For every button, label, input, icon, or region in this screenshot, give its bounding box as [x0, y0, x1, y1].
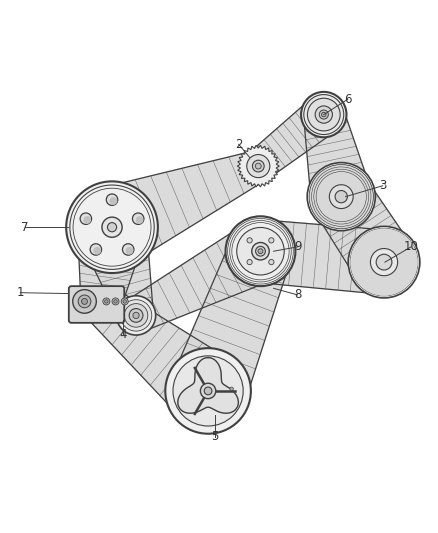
Circle shape	[247, 155, 270, 177]
Circle shape	[117, 296, 155, 335]
Circle shape	[204, 387, 212, 395]
Text: 2: 2	[235, 138, 242, 151]
Text: 4: 4	[119, 328, 127, 341]
Circle shape	[129, 309, 143, 322]
Circle shape	[73, 289, 96, 313]
Text: 3: 3	[379, 179, 386, 192]
Polygon shape	[96, 151, 265, 265]
Circle shape	[90, 244, 102, 255]
Circle shape	[226, 216, 295, 286]
Circle shape	[247, 260, 252, 265]
Text: 5: 5	[211, 430, 218, 443]
Circle shape	[124, 304, 148, 327]
Circle shape	[133, 312, 139, 319]
Polygon shape	[78, 222, 147, 306]
Circle shape	[269, 260, 274, 265]
FancyBboxPatch shape	[69, 286, 124, 323]
Circle shape	[348, 227, 420, 298]
Circle shape	[316, 172, 366, 222]
Circle shape	[66, 181, 158, 273]
Text: 10: 10	[404, 240, 419, 253]
Circle shape	[103, 298, 110, 305]
Circle shape	[123, 244, 134, 255]
Circle shape	[112, 298, 119, 305]
Circle shape	[255, 163, 261, 169]
Circle shape	[321, 112, 326, 117]
Polygon shape	[128, 223, 275, 331]
Circle shape	[256, 246, 265, 256]
Circle shape	[311, 167, 371, 227]
Polygon shape	[78, 218, 153, 320]
Circle shape	[309, 165, 373, 229]
Circle shape	[237, 228, 284, 275]
Circle shape	[126, 247, 134, 255]
Circle shape	[258, 249, 263, 254]
Circle shape	[173, 356, 243, 426]
Circle shape	[106, 194, 118, 205]
Circle shape	[80, 213, 92, 224]
Circle shape	[247, 238, 252, 243]
Text: 1: 1	[17, 286, 24, 299]
Circle shape	[360, 238, 409, 287]
Circle shape	[114, 300, 117, 303]
Circle shape	[252, 160, 264, 172]
Circle shape	[335, 190, 347, 203]
Circle shape	[78, 295, 91, 308]
Polygon shape	[88, 288, 233, 421]
Circle shape	[165, 348, 251, 434]
Circle shape	[93, 247, 101, 255]
Circle shape	[81, 298, 88, 304]
Circle shape	[350, 229, 418, 296]
Circle shape	[123, 300, 127, 303]
Circle shape	[110, 197, 117, 205]
Circle shape	[269, 238, 274, 243]
Circle shape	[307, 98, 340, 131]
Circle shape	[376, 254, 392, 270]
Circle shape	[315, 106, 332, 123]
Polygon shape	[304, 110, 371, 203]
Circle shape	[120, 300, 152, 331]
Text: 7: 7	[21, 221, 28, 233]
Polygon shape	[172, 240, 290, 405]
Circle shape	[353, 231, 416, 294]
Circle shape	[329, 185, 353, 208]
Polygon shape	[178, 358, 238, 413]
Text: 6: 6	[344, 93, 352, 106]
Circle shape	[319, 110, 328, 119]
Circle shape	[200, 383, 216, 399]
Polygon shape	[316, 180, 411, 280]
Circle shape	[304, 94, 344, 134]
Circle shape	[307, 163, 375, 231]
Circle shape	[107, 223, 117, 232]
Circle shape	[355, 233, 413, 292]
Circle shape	[301, 92, 346, 138]
Circle shape	[136, 216, 143, 224]
Circle shape	[252, 243, 269, 260]
Circle shape	[357, 235, 411, 289]
Circle shape	[102, 217, 122, 237]
Polygon shape	[258, 220, 387, 294]
Circle shape	[371, 248, 398, 276]
Circle shape	[132, 213, 144, 224]
Text: 9: 9	[294, 240, 301, 253]
Circle shape	[83, 216, 91, 224]
Polygon shape	[237, 145, 279, 187]
Polygon shape	[248, 99, 336, 179]
Circle shape	[230, 387, 233, 391]
Text: 8: 8	[294, 288, 301, 301]
Circle shape	[105, 300, 108, 303]
Circle shape	[314, 169, 369, 224]
Circle shape	[121, 298, 128, 305]
